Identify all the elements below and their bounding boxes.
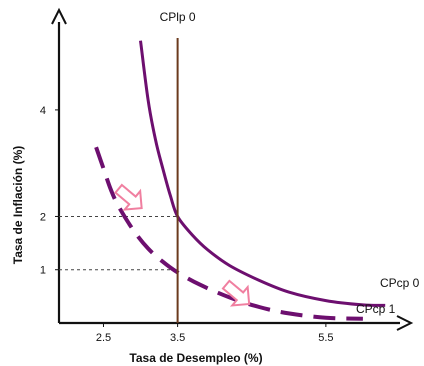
series-label-cpcp-1: CPcp 1: [356, 302, 396, 316]
series-line-cpcp-1: [94, 146, 363, 321]
shift-arrow-icon: [221, 279, 251, 307]
x-tick-label: 5.5: [318, 332, 333, 344]
y-tick-label: 2: [40, 211, 46, 223]
shift-arrow-icon: [114, 183, 143, 211]
y-axis-arrow-icon: [51, 7, 67, 25]
y-tick-label: 1: [40, 265, 46, 277]
y-axis-label: Tasa de Inflación (%): [11, 146, 25, 264]
x-tick-label: 2.5: [96, 332, 111, 344]
series-label-cplp-0: CPlp 0: [160, 10, 196, 24]
series-label-cpcp-0: CPcp 0: [380, 276, 420, 290]
y-tick-label: 4: [40, 105, 46, 117]
series-line-cpcp-0: [139, 40, 386, 307]
x-tick-label: 3.5: [170, 332, 185, 344]
x-axis-label: Tasa de Desempleo (%): [129, 351, 262, 365]
x-axis-arrow-icon: [396, 315, 414, 331]
